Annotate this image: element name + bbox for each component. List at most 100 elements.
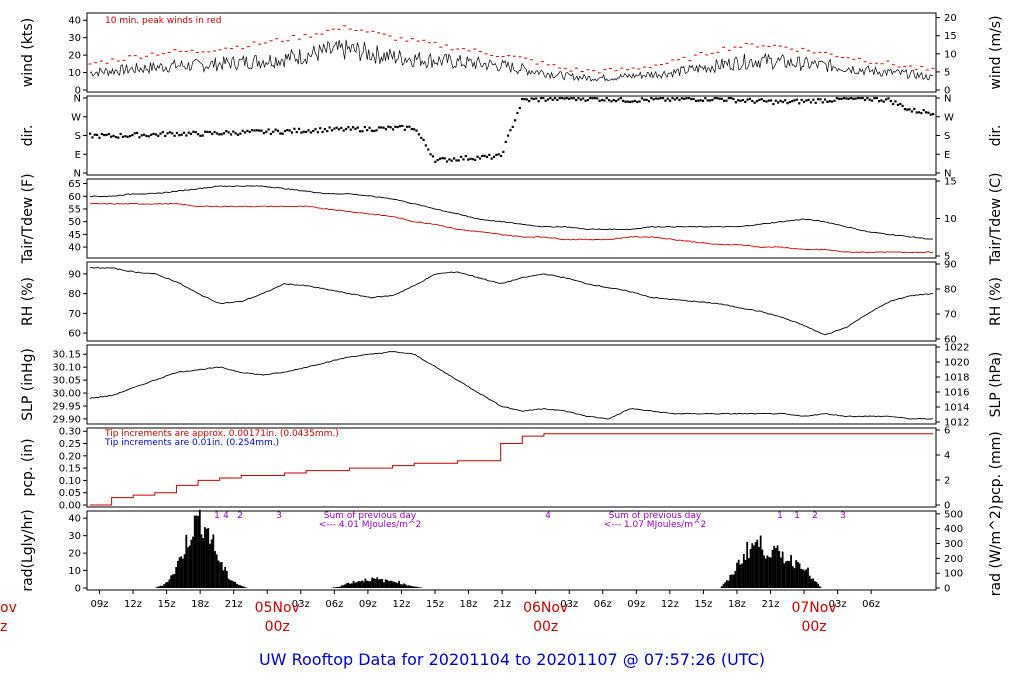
precip-line [90,433,933,506]
direction-point [316,131,319,134]
direction-point [194,131,197,134]
direction-point [464,154,467,158]
direction-point [356,126,359,129]
direction-point [368,126,371,129]
direction-point [849,97,853,100]
direction-point [441,157,444,160]
temperature-line-1 [89,203,934,254]
right-tick-label: 0 [944,501,950,512]
left-tick-label: W [71,112,81,123]
direction-point [748,97,752,100]
direction-point [406,125,409,128]
right-tick-label: 15 [944,31,957,42]
direction-point [917,111,921,114]
x-tick-label: 03z [292,599,310,610]
direction-point [236,133,240,136]
direction-point [589,97,592,100]
direction-point [147,135,150,138]
left-tick-label: 29.95 [52,401,81,412]
direction-point [307,129,310,132]
direction-point [436,158,439,162]
right-tick-label: 100 [944,569,963,580]
direction-point [337,128,341,131]
x-tick-label: 09z [627,599,645,610]
direction-point [366,129,369,132]
direction-point [431,155,435,158]
x-tick-label: 18z [728,599,746,610]
direction-point [786,102,789,105]
direction-point [821,101,824,104]
direction-point [342,129,345,132]
direction-point [563,97,566,100]
left-tick-label: 50 [68,217,81,228]
x-tick-label: 15z [694,599,712,610]
direction-point [650,97,653,100]
direction-point [678,98,681,102]
count-label: 1 [777,511,783,521]
direction-point [657,97,660,100]
direction-point [295,130,298,134]
direction-point [922,109,925,112]
right-tick-label: 5 [944,67,950,78]
direction-point [347,126,350,129]
x-tick-label: 21z [493,599,511,610]
direction-point [518,106,521,110]
direction-point [211,132,214,136]
direction-point [661,97,665,100]
direction-point [913,107,916,111]
direction-point [283,129,287,133]
panel-humidity: RH (%) RH (%) 60 70 80 90 60 70 80 90 [20,260,1004,346]
direction-point [182,131,186,134]
direction-point [659,97,662,100]
direction-point [166,132,169,135]
direction-point [248,130,251,134]
direction-point [220,133,223,136]
left-axis-label: SLP (inHg) [20,348,36,421]
left-tick-label: 0 [75,86,81,97]
left-tick-label: 0.00 [59,501,81,512]
direction-point [401,124,404,128]
direction-point [777,101,780,104]
right-tick-label: 90 [944,260,957,271]
direction-point [173,134,176,137]
direction-point [631,100,634,103]
direction-point [373,129,376,133]
right-tick-label: 80 [944,285,957,296]
direction-point [730,97,733,100]
direction-point [894,100,897,103]
direction-point [157,134,160,137]
direction-point [171,132,174,135]
direction-point [793,99,796,102]
direction-point [711,98,714,102]
direction-point [138,136,141,139]
direction-point [774,99,777,102]
right-tick-label: 2 [944,476,950,487]
x-tick-label: 03z [829,599,847,610]
direction-point [143,133,146,136]
left-tick-label: 0.10 [59,476,81,487]
direction-point [185,134,188,137]
panel-frame [86,178,937,259]
direction-point [474,158,477,162]
direction-point [175,131,179,135]
direction-point [509,129,512,132]
count-label: 1 [794,511,800,521]
direction-point [485,155,489,158]
right-tick-label: 60 [944,335,957,346]
direction-point [880,99,883,102]
direction-point [281,132,284,135]
direction-point [290,131,294,134]
direction-point [758,98,761,102]
direction-point [460,155,463,158]
direction-point [887,97,890,100]
direction-point [161,131,164,134]
left-axis-label: rad(Lgly/hr) [20,509,36,591]
direction-point [734,101,737,104]
direction-point [755,100,759,103]
direction-point [305,130,308,134]
direction-point [629,100,632,104]
direction-point [612,99,615,102]
direction-point [791,100,794,103]
